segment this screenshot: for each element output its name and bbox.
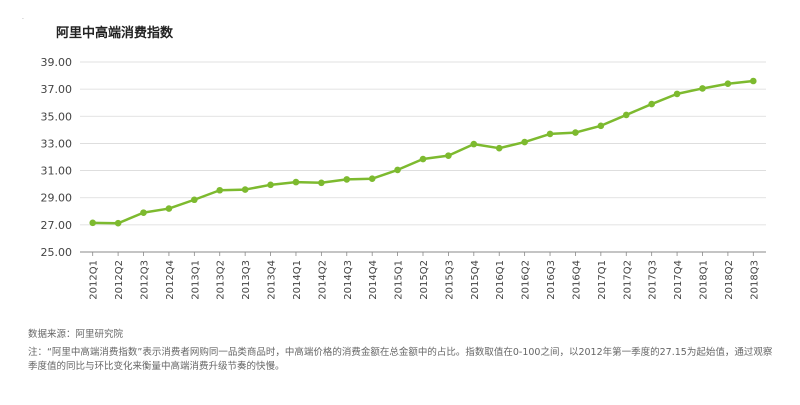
y-tick-label: 39.00: [41, 56, 73, 69]
x-tick-label: 2012Q4: [165, 260, 176, 300]
data-point: [165, 205, 173, 212]
data-point: [191, 196, 198, 204]
x-tick-label: 2017Q2: [622, 260, 633, 300]
x-tick-label: 2014Q3: [343, 260, 354, 300]
data-point: [521, 138, 528, 146]
data-point: [318, 179, 325, 187]
chart-title: 阿里中高端消费指数: [56, 26, 174, 41]
footnote: 注：“阿里中高端消费指数”表示消费者网购同一品类商品时，中高端价格的消费金额在总…: [28, 347, 773, 372]
x-tick-label: 2013Q2: [216, 260, 227, 300]
data-point: [445, 152, 452, 159]
x-tick-label: 2014Q2: [317, 260, 328, 300]
data-point: [622, 111, 630, 119]
x-tick-label: 2016Q2: [521, 260, 532, 300]
y-tick-label: 29.00: [41, 192, 73, 205]
x-tick-label: 2012Q2: [114, 260, 125, 300]
data-point: [597, 122, 605, 130]
source-note: 数据来源：阿里研究院: [28, 329, 124, 340]
x-tick-label: 2017Q3: [648, 260, 659, 300]
x-tick-label: 2014Q4: [368, 260, 379, 300]
data-point: [368, 175, 376, 183]
y-tick-label: 33.00: [41, 137, 73, 150]
x-tick-label: 2015Q1: [394, 260, 405, 300]
x-tick-label: 2017Q1: [597, 260, 608, 300]
data-point: [724, 80, 732, 88]
x-tick-label: 2015Q3: [444, 260, 455, 300]
x-tick-label: 2016Q4: [571, 260, 582, 300]
data-point: [114, 219, 122, 227]
x-tick-label: 2018Q2: [724, 260, 735, 300]
x-tick-label: 2013Q1: [190, 260, 201, 300]
x-tick-label: 2013Q4: [267, 260, 278, 300]
x-tick-label: 2016Q1: [495, 260, 506, 300]
data-point: [419, 155, 427, 163]
y-axis-ticks: 25.00 27.00 29.00 31.00 33.00 35.00 37.00 39.00: [41, 56, 73, 259]
x-tick-label: 2015Q2: [419, 260, 430, 300]
data-point: [241, 186, 249, 193]
x-tick-label: 2014Q1: [292, 260, 303, 300]
data-point: [648, 100, 655, 108]
x-tick-label: 2013Q3: [241, 260, 252, 300]
x-tick-label: 2012Q3: [140, 260, 151, 300]
data-point: [495, 144, 503, 152]
y-tick-label: 27.00: [41, 219, 73, 232]
y-tick-label: 31.00: [41, 165, 73, 178]
y-tick-label: 25.00: [41, 246, 73, 259]
data-point: [749, 77, 757, 85]
series-line-group: [89, 77, 757, 227]
x-tick-label: 2018Q3: [749, 260, 760, 300]
x-tick-label: 2012Q1: [89, 260, 100, 300]
data-point: [216, 186, 224, 194]
data-point: [546, 130, 554, 138]
x-tick-label: 2018Q1: [698, 260, 709, 300]
x-tick-label: 2017Q4: [673, 260, 684, 300]
data-point: [343, 176, 351, 183]
y-tick-label: 37.00: [41, 83, 73, 96]
corner-mark: .: [22, 14, 24, 21]
data-point: [572, 129, 579, 136]
y-tick-label: 35.00: [41, 110, 73, 123]
x-tick-label: 2015Q4: [470, 260, 481, 300]
data-point: [673, 90, 681, 98]
data-point: [140, 209, 147, 216]
data-point: [470, 140, 478, 148]
data-point: [89, 219, 97, 227]
x-axis-ticks: 2012Q1 2012Q2 2012Q3 2012Q4 2013Q1 2013Q2 2013…: [89, 252, 760, 300]
line-chart: 25.00 27.00 29.00 31.00 33.00 35.00 37.00 39.00…: [41, 56, 766, 300]
data-point: [292, 178, 300, 186]
data-point: [394, 166, 401, 174]
x-tick-label: 2016Q3: [546, 260, 557, 300]
data-point: [699, 85, 706, 92]
data-point: [267, 181, 274, 189]
